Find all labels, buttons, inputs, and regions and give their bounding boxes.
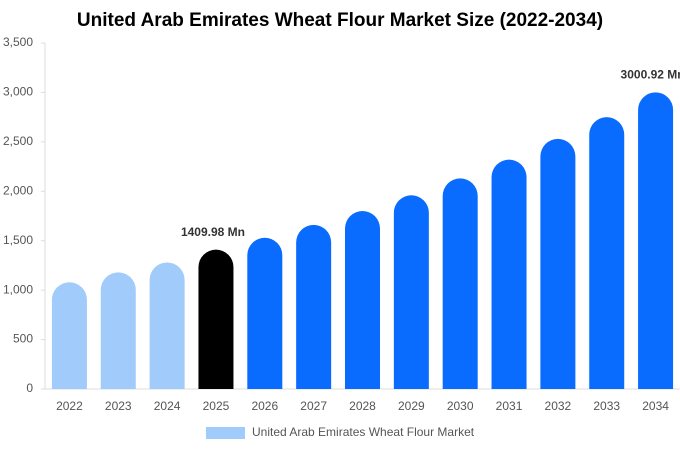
y-tick-label: 1,000 <box>3 282 33 296</box>
value-label: 1409.98 Mn <box>181 225 245 239</box>
x-tick-label: 2027 <box>300 399 327 413</box>
bar <box>491 159 527 389</box>
bar <box>247 237 283 389</box>
bar <box>589 117 625 389</box>
bar <box>345 211 380 389</box>
y-tick-label: 3,000 <box>3 85 33 99</box>
chart-title: United Arab Emirates Wheat Flour Market … <box>77 10 603 31</box>
x-tick-label: 2024 <box>154 399 181 413</box>
x-tick-label: 2028 <box>349 399 376 413</box>
bar <box>100 272 136 389</box>
y-tick-label: 1,500 <box>3 233 33 247</box>
y-tick-label: 3,500 <box>3 35 33 49</box>
x-tick-label: 2025 <box>203 399 230 413</box>
bar <box>51 282 87 389</box>
y-tick-label: 2,500 <box>3 134 33 148</box>
bar <box>149 262 185 389</box>
y-tick-label: 0 <box>26 381 33 395</box>
bar <box>296 224 332 389</box>
bar <box>442 178 478 389</box>
x-tick-label: 2023 <box>105 399 132 413</box>
legend-label: United Arab Emirates Wheat Flour Market <box>252 425 475 439</box>
x-tick-label: 2026 <box>251 399 278 413</box>
bar <box>393 195 429 389</box>
x-tick-label: 2022 <box>56 399 83 413</box>
x-tick-label: 2032 <box>545 399 572 413</box>
bar <box>540 138 576 389</box>
value-label: 3000.92 Mn <box>621 68 680 82</box>
x-tick-label: 2030 <box>447 399 474 413</box>
y-tick-label: 2,000 <box>3 183 33 197</box>
x-tick-label: 2034 <box>642 399 669 413</box>
legend-swatch <box>206 427 245 439</box>
bar <box>198 249 234 389</box>
bar <box>638 92 674 389</box>
y-tick-label: 500 <box>13 332 33 346</box>
x-tick-label: 2031 <box>496 399 523 413</box>
x-tick-label: 2033 <box>593 399 620 413</box>
x-tick-label: 2029 <box>398 399 425 413</box>
